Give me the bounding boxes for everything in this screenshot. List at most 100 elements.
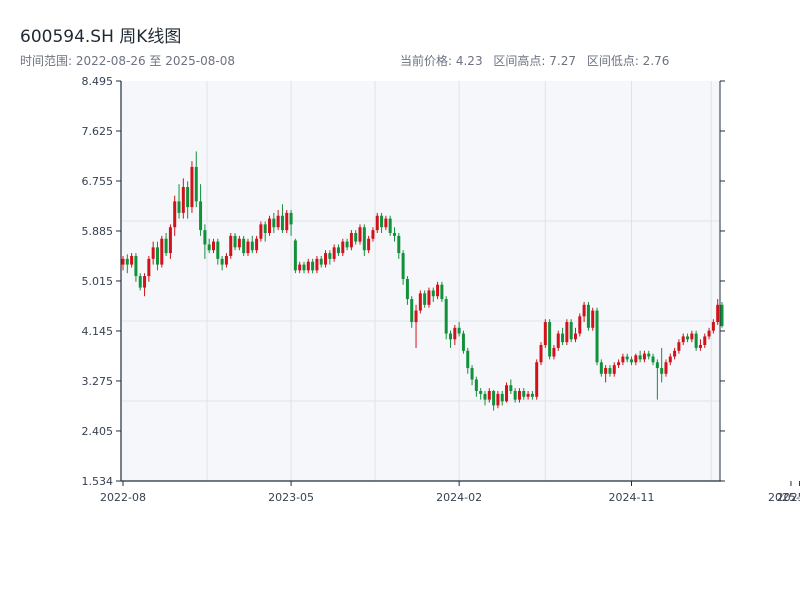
candle bbox=[466, 347, 470, 374]
candle bbox=[509, 379, 513, 394]
candle bbox=[242, 235, 246, 256]
candle bbox=[698, 339, 702, 351]
candle bbox=[211, 238, 215, 254]
plot-area bbox=[121, 81, 720, 481]
candle-body bbox=[367, 238, 371, 251]
candle bbox=[272, 212, 276, 233]
candle bbox=[237, 235, 241, 251]
candle bbox=[380, 212, 384, 233]
candle-body bbox=[655, 362, 659, 369]
candle bbox=[328, 250, 332, 265]
candle-body bbox=[698, 345, 702, 348]
candle bbox=[173, 195, 177, 236]
candle bbox=[311, 258, 315, 274]
candle bbox=[255, 235, 259, 254]
candle bbox=[548, 319, 552, 360]
candle bbox=[280, 204, 284, 233]
candle bbox=[543, 319, 547, 348]
candle-body bbox=[573, 333, 577, 340]
candle-body bbox=[358, 227, 362, 242]
y-tick-label: 7.625 bbox=[82, 125, 114, 138]
candle bbox=[306, 258, 310, 274]
candle-body bbox=[543, 322, 547, 346]
candle-body bbox=[298, 264, 302, 271]
grid-lines bbox=[121, 81, 720, 481]
candle-body bbox=[199, 201, 203, 231]
candle-body bbox=[703, 336, 707, 346]
candle-body bbox=[324, 253, 328, 265]
x-tick-label: 2024-02 bbox=[436, 491, 482, 504]
candle bbox=[526, 391, 530, 400]
candle bbox=[203, 224, 207, 259]
candle-body bbox=[293, 240, 297, 271]
candle-body bbox=[423, 293, 427, 305]
candle-body bbox=[556, 333, 560, 348]
candle bbox=[655, 359, 659, 400]
candle bbox=[647, 350, 651, 360]
candle bbox=[660, 347, 664, 383]
candle-body bbox=[233, 235, 237, 248]
candle-body bbox=[414, 310, 418, 323]
candle bbox=[595, 307, 599, 366]
candle bbox=[440, 281, 444, 302]
candle-body bbox=[461, 333, 465, 351]
candle bbox=[591, 307, 595, 331]
candle bbox=[569, 319, 573, 343]
candle bbox=[703, 333, 707, 348]
candle bbox=[513, 388, 517, 403]
candle bbox=[496, 391, 500, 409]
candle-body bbox=[242, 238, 246, 254]
candle bbox=[186, 181, 190, 219]
candle bbox=[423, 290, 427, 308]
candle bbox=[410, 296, 414, 328]
candle bbox=[530, 391, 534, 400]
candle-body bbox=[190, 166, 194, 208]
candle bbox=[716, 299, 720, 325]
candle-body bbox=[362, 227, 366, 251]
candle-body bbox=[168, 227, 172, 254]
candle bbox=[634, 353, 638, 366]
candle bbox=[694, 330, 698, 351]
candle bbox=[229, 232, 233, 259]
candle-body bbox=[522, 391, 526, 397]
candle bbox=[367, 235, 371, 254]
candle-body bbox=[401, 253, 405, 279]
candle-body bbox=[130, 255, 134, 265]
candle bbox=[194, 151, 198, 208]
candle bbox=[138, 273, 142, 291]
candle-body bbox=[586, 304, 590, 328]
candle bbox=[711, 319, 715, 334]
range-high-text: 区间高点: 7.27 bbox=[493, 54, 576, 68]
candle-body bbox=[410, 299, 414, 323]
candle bbox=[375, 212, 379, 233]
candle bbox=[246, 238, 250, 256]
candle-body bbox=[328, 253, 332, 259]
range-low-text: 区间低点: 2.76 bbox=[586, 54, 670, 68]
candle bbox=[449, 330, 453, 348]
candle-body bbox=[371, 230, 375, 239]
candle-body bbox=[173, 201, 177, 228]
candle bbox=[517, 388, 521, 403]
candle bbox=[573, 327, 577, 343]
candle bbox=[642, 350, 646, 363]
candle-body bbox=[147, 258, 151, 277]
candle-body bbox=[250, 241, 254, 251]
candle-body bbox=[138, 276, 142, 288]
candle-body bbox=[440, 284, 444, 300]
candle bbox=[690, 330, 694, 343]
candle bbox=[608, 365, 612, 377]
candle-body bbox=[186, 187, 190, 208]
candle-body bbox=[479, 391, 483, 394]
y-tick-label: 2.405 bbox=[82, 425, 114, 438]
candle-body bbox=[143, 276, 147, 288]
candle-body bbox=[582, 304, 586, 317]
candle-body bbox=[530, 393, 534, 397]
candle bbox=[147, 255, 151, 282]
y-tick-label: 5.885 bbox=[82, 225, 114, 238]
candle-body bbox=[647, 353, 651, 357]
y-tick-label: 8.495 bbox=[82, 75, 114, 88]
candle bbox=[453, 324, 457, 346]
candle-body bbox=[470, 368, 474, 380]
candle-body bbox=[535, 362, 539, 397]
candle bbox=[487, 388, 491, 403]
